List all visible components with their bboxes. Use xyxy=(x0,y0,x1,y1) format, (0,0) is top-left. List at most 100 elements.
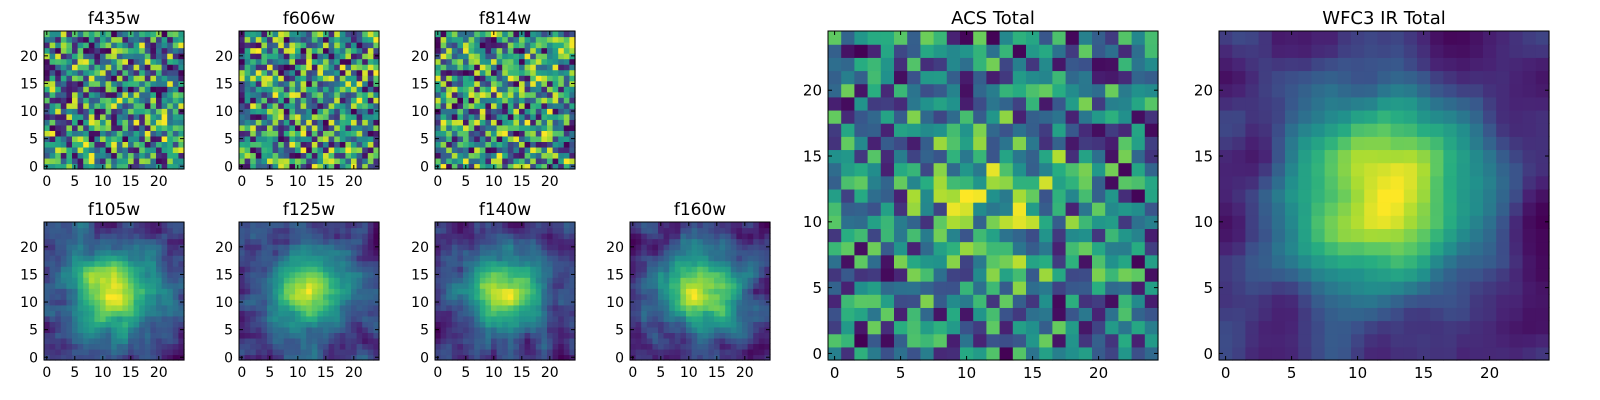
heatmap-cell xyxy=(535,47,542,54)
heatmap-cell xyxy=(535,157,542,165)
heatmap-cell xyxy=(356,299,363,306)
heatmap-cell xyxy=(714,244,721,251)
heatmap-cell xyxy=(122,141,129,148)
heatmap-cell xyxy=(485,47,492,54)
heatmap-cell xyxy=(255,58,262,65)
heatmap-cell xyxy=(894,202,908,216)
heatmap-cell xyxy=(1105,162,1119,177)
heatmap-cell xyxy=(178,233,185,240)
heatmap-cell xyxy=(250,348,257,356)
heatmap-cell xyxy=(77,293,84,300)
heatmap-cell xyxy=(317,86,324,93)
heatmap-cell xyxy=(563,86,570,93)
heatmap-cell xyxy=(907,320,921,335)
heatmap-cell xyxy=(674,271,681,278)
heatmap-cell xyxy=(519,64,526,71)
heatmap-cell xyxy=(60,97,67,104)
heatmap-cell xyxy=(535,238,542,245)
heatmap-cell xyxy=(1092,254,1106,269)
heatmap-cell xyxy=(1118,188,1133,203)
heatmap-cell xyxy=(485,304,492,311)
heatmap-cell xyxy=(686,293,693,300)
heatmap-cell xyxy=(88,244,95,251)
heatmap-cell xyxy=(105,124,112,131)
heatmap-cell xyxy=(362,102,369,109)
heatmap-cell xyxy=(267,304,274,311)
heatmap-cell xyxy=(867,241,882,256)
heatmap-cell xyxy=(351,288,358,295)
heatmap-cell xyxy=(105,64,112,71)
heatmap-cell xyxy=(463,42,470,49)
heatmap-cell xyxy=(474,354,481,361)
heatmap-cell xyxy=(172,31,179,38)
heatmap-cell xyxy=(446,266,453,273)
heatmap-cell xyxy=(524,146,531,154)
heatmap-cell xyxy=(100,69,107,76)
heatmap-cell xyxy=(339,299,346,306)
heatmap-cell xyxy=(60,69,67,76)
heatmap-cell xyxy=(339,282,346,289)
heatmap-cell xyxy=(144,321,151,328)
heatmap-cell xyxy=(49,108,56,115)
heatmap-cell xyxy=(77,260,84,267)
heatmap-cell xyxy=(1078,162,1093,177)
heatmap-cell xyxy=(373,288,380,295)
heatmap-cell xyxy=(753,277,760,284)
heatmap-cell xyxy=(708,227,715,234)
heatmap-cell xyxy=(295,157,302,165)
heatmap-cell xyxy=(55,288,62,295)
heatmap-cell xyxy=(828,294,842,308)
heatmap-cell xyxy=(339,64,346,71)
heatmap-cell xyxy=(569,47,576,54)
heatmap-cell xyxy=(1105,267,1119,282)
heatmap-cell xyxy=(267,146,274,154)
heatmap-cell xyxy=(178,119,185,126)
heatmap-cell xyxy=(635,321,642,328)
heatmap-cell xyxy=(658,255,665,262)
heatmap-cell xyxy=(267,337,274,345)
heatmap-cell xyxy=(502,227,509,234)
heatmap-cell xyxy=(742,249,749,256)
heatmap-cell xyxy=(485,36,492,43)
heatmap-cell xyxy=(334,91,341,98)
heatmap-cell xyxy=(139,80,146,87)
heatmap-cell xyxy=(77,315,84,322)
heatmap-cell xyxy=(100,36,107,43)
heatmap-cell xyxy=(440,271,447,278)
heatmap-cell xyxy=(1131,202,1146,216)
heatmap-cell xyxy=(563,244,570,251)
heatmap-cell xyxy=(255,47,262,54)
heatmap-cell xyxy=(854,228,869,243)
heatmap-cell xyxy=(66,337,73,345)
heatmap-cell xyxy=(530,152,537,159)
heatmap-cell xyxy=(139,91,146,98)
heatmap-cell xyxy=(373,293,380,300)
heatmap-cell xyxy=(362,277,369,284)
heatmap-cell xyxy=(646,315,653,322)
heatmap-cell xyxy=(697,249,704,256)
heatmap-cell xyxy=(94,152,101,159)
heatmap-cell xyxy=(663,282,670,289)
heatmap-cell xyxy=(496,141,503,148)
y-tick-label: 10 xyxy=(606,295,624,311)
heatmap-cell xyxy=(697,337,704,345)
heatmap-cell xyxy=(44,304,51,311)
heatmap-cell xyxy=(485,31,492,38)
heatmap-cell xyxy=(530,135,537,142)
heatmap-cell xyxy=(451,58,458,65)
heatmap-cell xyxy=(317,266,324,273)
heatmap-cell xyxy=(708,266,715,273)
heatmap-cell xyxy=(1039,307,1053,322)
heatmap-cell xyxy=(635,249,642,256)
heatmap-cell xyxy=(558,80,565,87)
heatmap-cell xyxy=(244,113,251,120)
heatmap-cell xyxy=(339,332,346,339)
heatmap-cell xyxy=(100,152,107,159)
heatmap-cell xyxy=(758,321,765,328)
heatmap-cell xyxy=(278,124,285,131)
heatmap-cell xyxy=(250,288,257,295)
heatmap-cell xyxy=(351,255,358,262)
heatmap-cell xyxy=(513,119,520,126)
heatmap-cell xyxy=(111,293,118,300)
heatmap-cell xyxy=(111,255,118,262)
